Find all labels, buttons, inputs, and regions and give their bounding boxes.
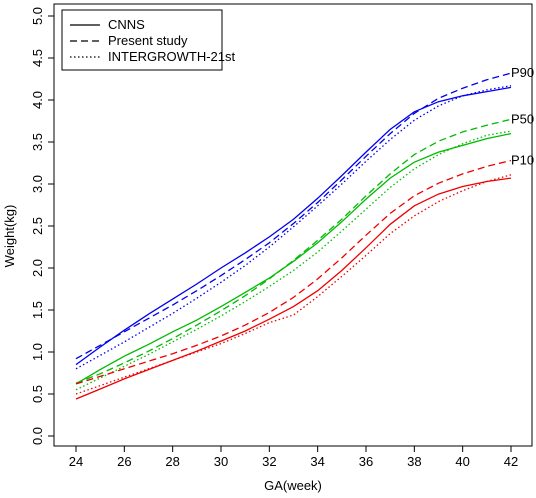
x-tick-label: 40 (455, 454, 469, 469)
percentile-label-p10: P10 (511, 152, 534, 167)
legend-label: INTERGROWTH-21st (108, 49, 236, 64)
percentile-label-p90: P90 (511, 65, 534, 80)
series-line-p10-dashed (75, 159, 512, 385)
x-tick-label: 26 (117, 454, 131, 469)
x-tick-label: 38 (407, 454, 421, 469)
y-tick-label: 4.5 (30, 49, 45, 67)
series-line-p90-solid (75, 86, 512, 366)
plot-frame (53, 3, 533, 447)
y-axis: 0.0 0.5 1.0 1.5 2.0 2.5 3.0 3.5 4.0 4.5 5.0 (30, 7, 54, 445)
percentile-labels: P90 P50 P10 (511, 65, 534, 167)
y-tick-label: 3.5 (30, 133, 45, 151)
x-tick-label: 30 (214, 454, 228, 469)
series-line-p50-solid (75, 132, 512, 385)
x-tick-label: 32 (262, 454, 276, 469)
legend-label: Present study (108, 33, 188, 48)
percentile-label-p50: P50 (511, 111, 534, 126)
series-line-p90-dotted (75, 85, 512, 370)
series-line-p50-dotted (75, 130, 512, 391)
legend-box (61, 9, 223, 71)
y-tick-label: 0.5 (30, 385, 45, 403)
y-tick-label: 3.0 (30, 175, 45, 193)
y-tick-label: 1.5 (30, 301, 45, 319)
x-tick-label: 28 (165, 454, 179, 469)
series-line-p50-dashed (75, 118, 512, 384)
series-line-p10-dotted (75, 174, 512, 395)
y-tick-label: 0.0 (30, 427, 45, 445)
series-layer (75, 72, 512, 400)
x-tick-label: 42 (504, 454, 518, 469)
series-line-p10-solid (75, 177, 512, 400)
legend-label: CNNS (108, 17, 145, 32)
plot-border (53, 3, 533, 447)
x-tick-label: 24 (69, 454, 83, 469)
x-axis: 24 26 28 30 32 34 36 38 40 42 (69, 446, 518, 469)
y-tick-label: 4.0 (30, 91, 45, 109)
x-tick-label: 36 (359, 454, 373, 469)
y-axis-label: Weight(kg) (2, 205, 17, 268)
y-tick-label: 1.0 (30, 343, 45, 361)
x-tick-label: 34 (310, 454, 324, 469)
series-line-p90-dashed (75, 72, 512, 360)
x-axis-label: GA(week) (264, 478, 322, 493)
y-tick-label: 5.0 (30, 7, 45, 25)
y-tick-label: 2.0 (30, 259, 45, 277)
y-tick-label: 2.5 (30, 217, 45, 235)
